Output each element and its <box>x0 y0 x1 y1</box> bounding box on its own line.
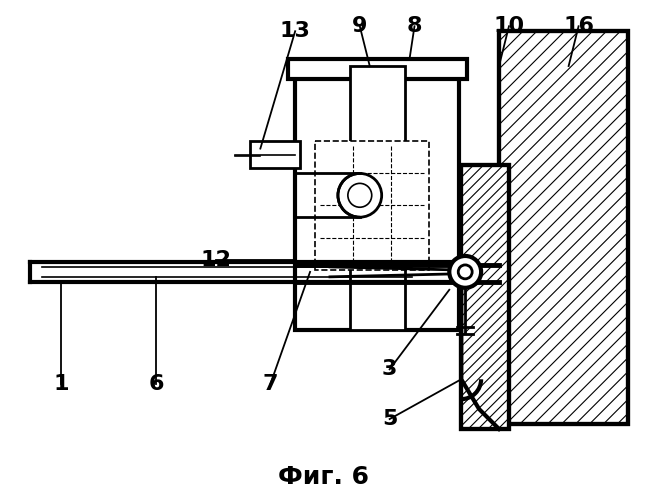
Text: 10: 10 <box>494 16 525 36</box>
Text: 13: 13 <box>280 21 311 41</box>
Circle shape <box>348 184 372 207</box>
Text: 12: 12 <box>200 250 231 270</box>
Bar <box>499 31 628 424</box>
Text: Фиг. 6: Фиг. 6 <box>278 464 369 488</box>
Text: 9: 9 <box>352 16 367 36</box>
Text: 6: 6 <box>148 374 164 394</box>
Bar <box>315 140 430 270</box>
Text: 16: 16 <box>563 16 594 36</box>
Bar <box>288 59 467 79</box>
Bar <box>250 140 300 168</box>
Bar <box>295 66 459 330</box>
Text: 3: 3 <box>382 360 397 380</box>
Text: 8: 8 <box>407 16 422 36</box>
Bar <box>461 166 509 429</box>
Text: 5: 5 <box>382 409 397 429</box>
Bar <box>350 66 404 330</box>
Bar <box>499 31 628 424</box>
Circle shape <box>449 256 481 288</box>
Bar <box>461 166 509 429</box>
Text: 1: 1 <box>54 374 69 394</box>
Text: 7: 7 <box>263 374 278 394</box>
Circle shape <box>458 265 472 279</box>
Circle shape <box>338 174 382 217</box>
